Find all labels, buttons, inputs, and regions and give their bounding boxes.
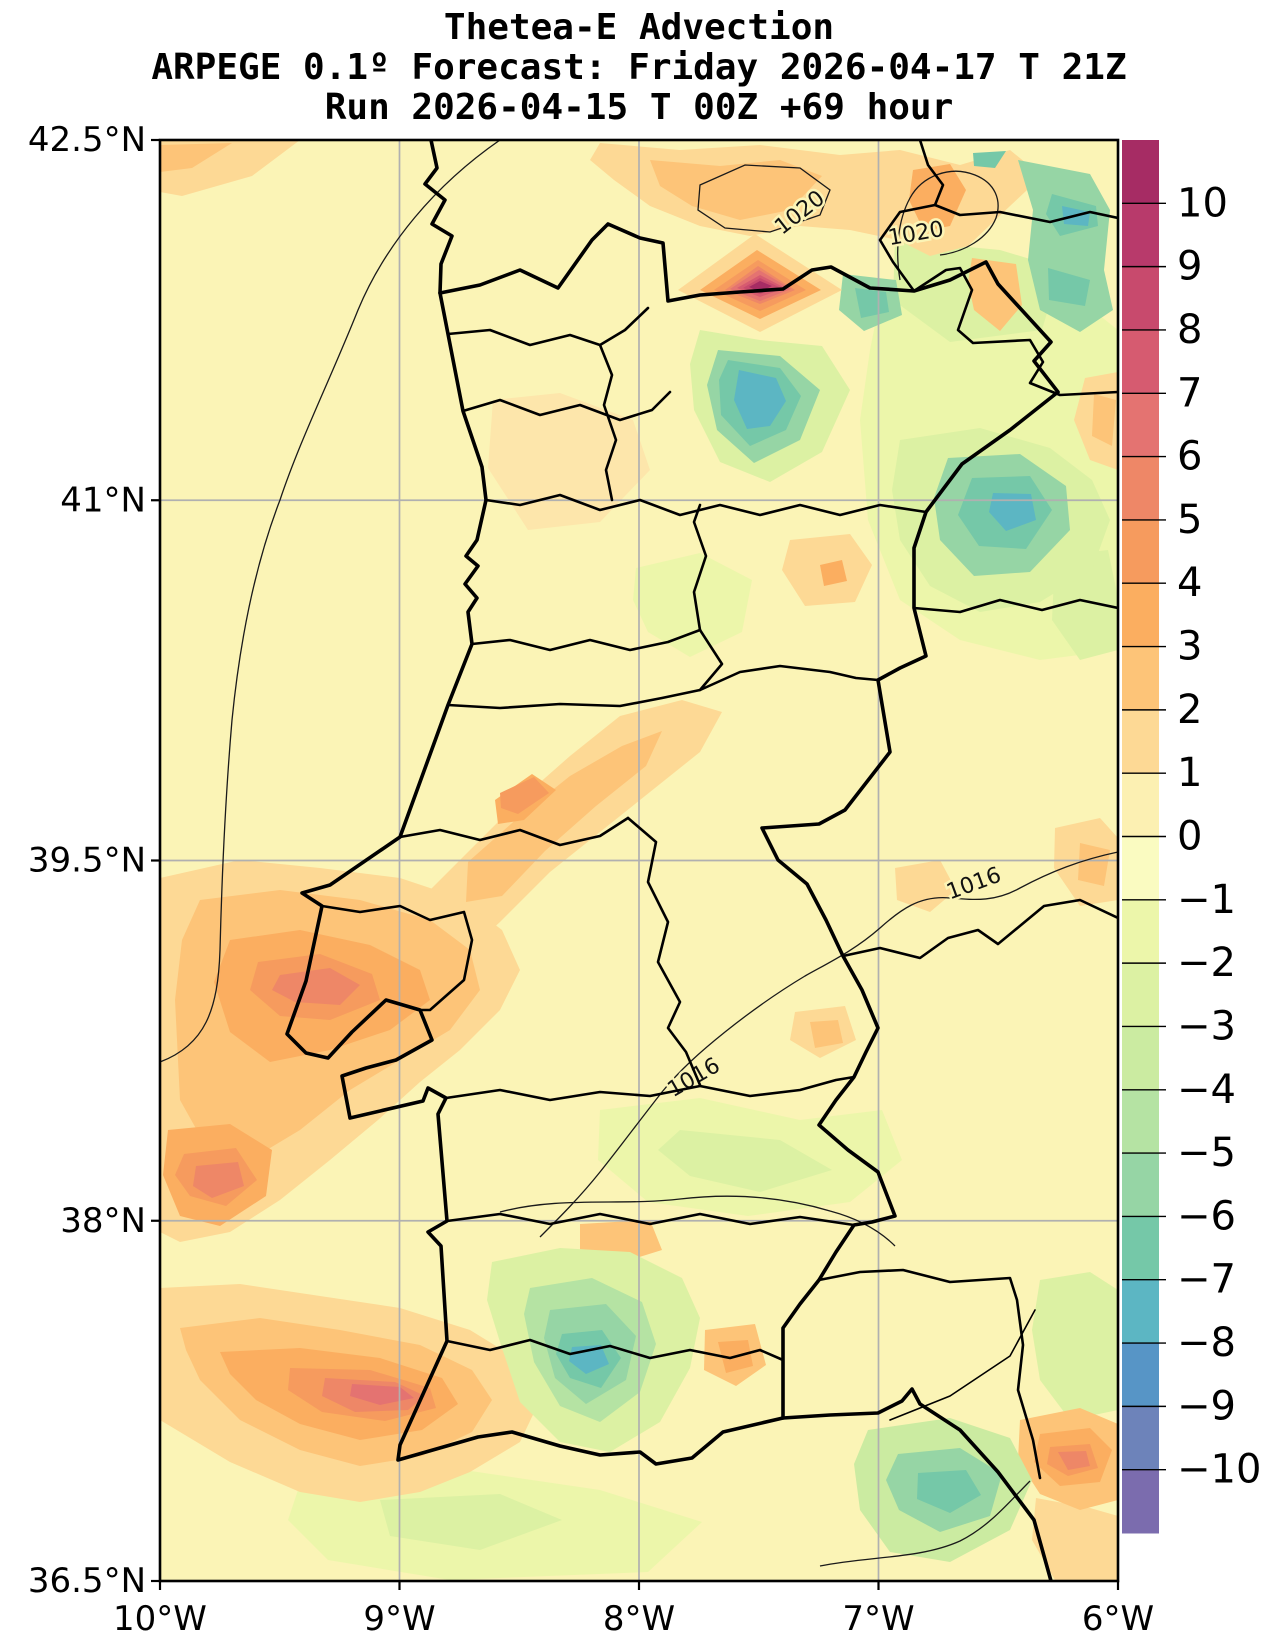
lat-tick-label: 38°N [60, 1201, 146, 1241]
lat-tick-label: 42.5°N [28, 120, 146, 160]
colorbar-tick-label: 10 [1177, 180, 1228, 226]
colorbar-tick-label: −2 [1177, 940, 1236, 986]
chart-subtitle-forecast: ARPEGE 0.1º Forecast: Friday 2026-04-17 … [151, 47, 1127, 88]
colorbar-tick-label: 2 [1177, 687, 1202, 733]
colorbar-segment [1122, 266, 1159, 331]
colorbar-tick-label: 6 [1177, 434, 1202, 480]
isobar-bottom-right [819, 1480, 1031, 1567]
lat-tick-label: 41°N [60, 480, 146, 520]
colorbar-segment [1122, 519, 1159, 584]
lon-tick-label: 8°W [603, 1599, 675, 1639]
chart-subtitle-run: Run 2026-04-15 T 00Z +69 hour [324, 87, 954, 128]
isobar-1016-south [499, 1195, 896, 1247]
colorbar-tick-label: −5 [1177, 1130, 1236, 1176]
isobar-1020-arc [897, 170, 999, 281]
colorbar-segment [1122, 836, 1159, 901]
lon-tick-label: 9°W [363, 1599, 435, 1639]
colorbar-segment [1122, 140, 1159, 204]
colorbar-tick-label: −1 [1177, 877, 1236, 923]
axis-tick-labels: 42.5°N 41°N 39.5°N 38°N 36.5°N10°W 9°W 8°W 7°W 6… [28, 120, 1154, 1639]
colorbar-segment [1122, 393, 1159, 458]
district-borders [320, 140, 1118, 1480]
strong-negative-blobs [487, 151, 1113, 1562]
isobar-1020-ocean [160, 140, 501, 1063]
lon-tick-label: 7°W [842, 1599, 914, 1639]
colorbar-tick-label: 4 [1177, 560, 1202, 606]
colorbar-segment [1122, 773, 1159, 837]
colorbar-segment [1122, 1343, 1159, 1407]
colorbar-tick-label: 0 [1177, 814, 1202, 860]
colorbar-tick-label: −4 [1177, 1067, 1236, 1113]
colorbar-tick-label: 9 [1177, 244, 1202, 290]
colorbar-segment [1122, 1026, 1159, 1091]
colorbar-segment [1122, 203, 1159, 268]
isobar-contours [160, 140, 1118, 1567]
colorbar-segment [1122, 456, 1159, 521]
colorbar-segment [1122, 1216, 1159, 1281]
advection-maximum-hotspot [678, 234, 842, 332]
colorbar-tick-label: −6 [1177, 1193, 1236, 1239]
colorbar-segment [1122, 963, 1159, 1027]
colorbar-segment [1122, 1089, 1159, 1154]
isobar-1020-loop [697, 164, 831, 233]
colorbar-tick-label: 8 [1177, 307, 1202, 353]
colorbar-tick-label: −8 [1177, 1320, 1236, 1366]
colorbar-segment [1122, 1469, 1159, 1534]
colorbar-segment [1122, 1406, 1159, 1471]
lon-tick-label: 6°W [1082, 1599, 1154, 1639]
colorbar-segment [1122, 583, 1159, 648]
colorbar-segment [1122, 1153, 1159, 1217]
lat-tick-label: 36.5°N [28, 1561, 146, 1601]
country-border-coastline [285, 140, 1060, 1581]
colorbar-tick-label: 1 [1177, 750, 1202, 796]
colorbar-segment [1122, 709, 1159, 774]
colorbar-tick-label: −9 [1177, 1383, 1236, 1429]
colorbar-segment [1122, 899, 1159, 964]
axis-ticks [151, 138, 1120, 1590]
colorbar-segment [1122, 329, 1159, 394]
portugal-spain-border [438, 222, 1060, 1420]
chart-title: Thetea-E Advection [443, 7, 835, 48]
colorbar-tick-label: −7 [1177, 1257, 1236, 1303]
colorbar-tick-label: −3 [1177, 1003, 1236, 1049]
gridlines [160, 140, 1118, 1581]
lon-tick-label: 10°W [113, 1599, 207, 1639]
colorbar-segment [1122, 646, 1159, 711]
colorbar-tick-label: −10 [1177, 1447, 1261, 1493]
colorbar-tick-label: 5 [1177, 497, 1202, 543]
colorbar-segment [1122, 1279, 1159, 1344]
lat-tick-label: 39.5°N [28, 841, 146, 881]
colorbar-tick-label: 7 [1177, 370, 1202, 416]
iberia-coastline [285, 140, 1053, 1581]
colorbar-tick-label: 3 [1177, 624, 1202, 670]
isobar-1016-main [539, 851, 1118, 1238]
